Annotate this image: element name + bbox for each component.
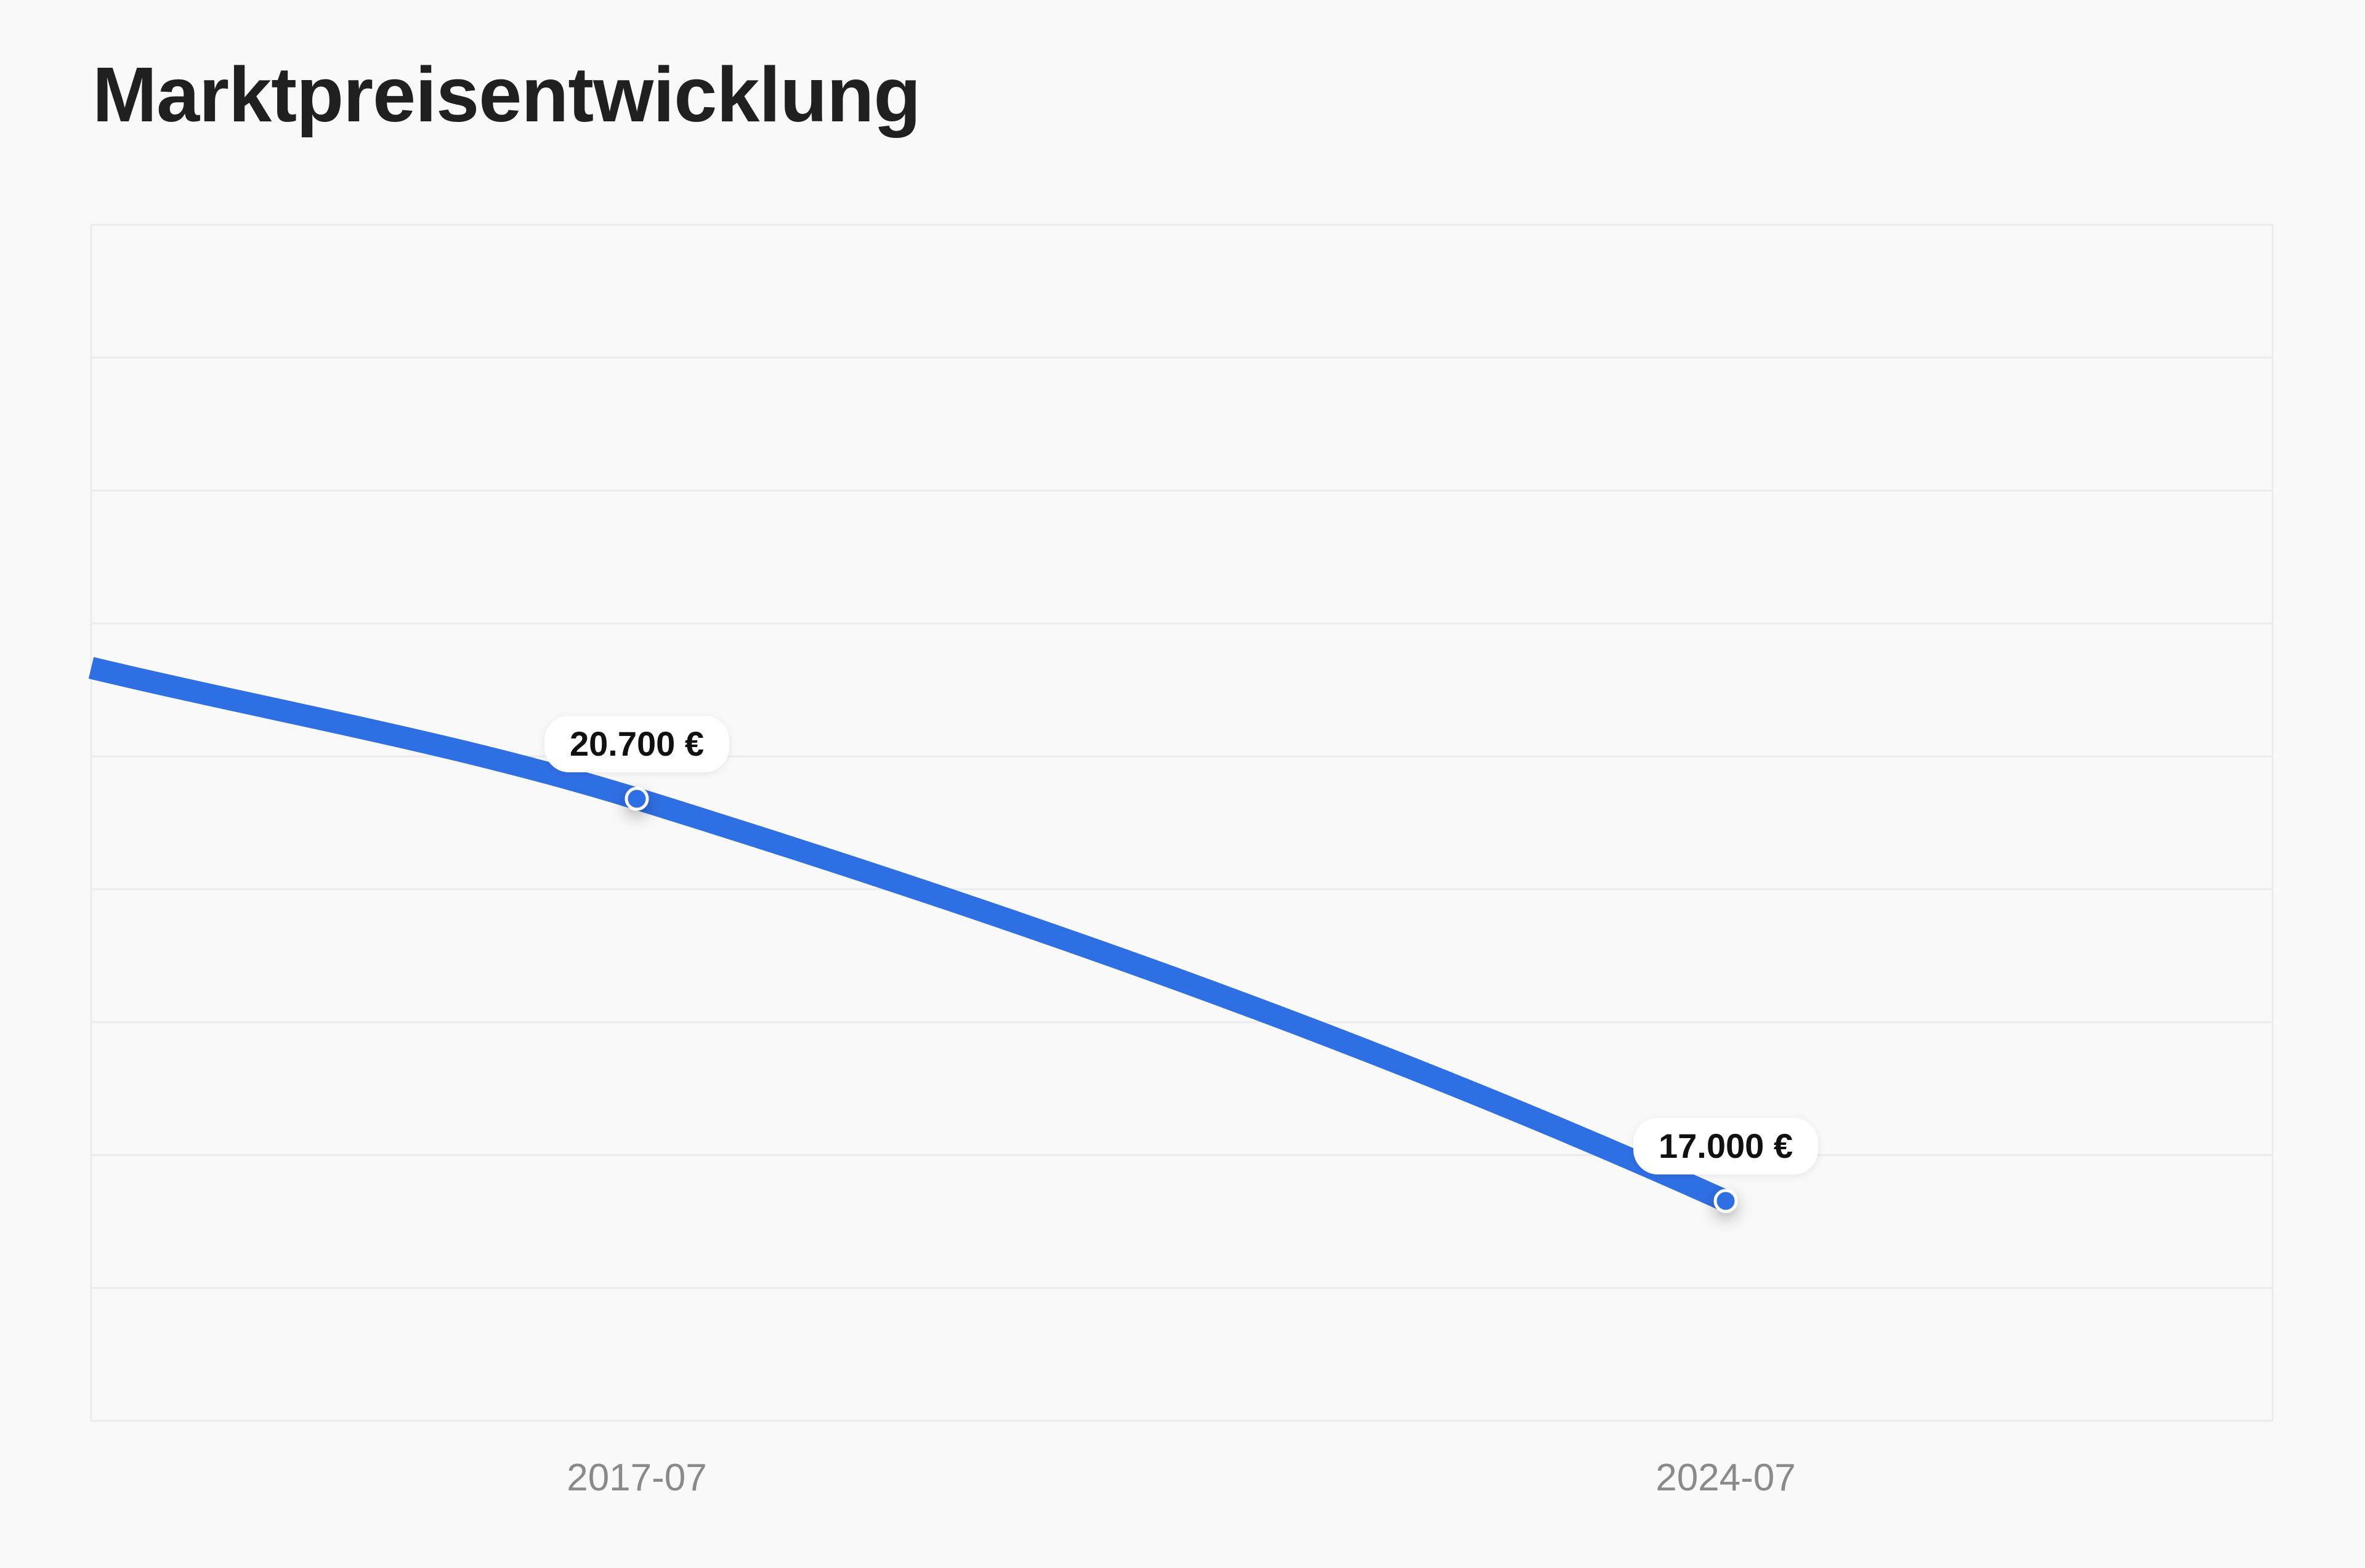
data-point[interactable]: [625, 786, 649, 811]
x-tick-label: 2017-07: [567, 1457, 707, 1499]
data-label: 17.000 €: [1659, 1126, 1793, 1165]
series-line: [88, 657, 1731, 1211]
plot-area: [90, 224, 2274, 1422]
data-label-background: [544, 716, 729, 772]
page-title: Marktpreisentwicklung: [92, 51, 921, 138]
data-points: 20.700 € 17.000 €: [544, 716, 1818, 1213]
data-label-background: [1633, 1118, 1818, 1174]
x-axis-ticks: 2017-07 2024-07: [567, 1457, 1796, 1499]
grid-lines: [91, 357, 2273, 1289]
x-tick-label: 2024-07: [1656, 1457, 1796, 1499]
data-point[interactable]: [1713, 1189, 1738, 1213]
data-label: 20.700 €: [570, 724, 704, 763]
